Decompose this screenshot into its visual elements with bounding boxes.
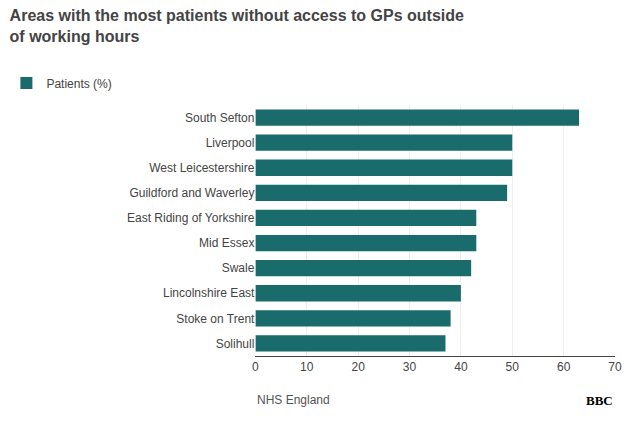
svg-text:BBC: BBC xyxy=(586,393,613,408)
svg-text:Patients (%): Patients (%) xyxy=(46,77,111,91)
svg-text:Swale: Swale xyxy=(222,261,255,275)
svg-text:Guildford and Waverley: Guildford and Waverley xyxy=(129,186,254,200)
svg-text:Stoke on Trent: Stoke on Trent xyxy=(176,312,255,326)
svg-text:South Sefton: South Sefton xyxy=(185,111,254,125)
svg-text:Areas with the most patients w: Areas with the most patients without acc… xyxy=(10,7,464,45)
svg-text:0: 0 xyxy=(252,360,259,374)
svg-text:NHS England: NHS England xyxy=(257,393,330,407)
svg-text:Mid Essex: Mid Essex xyxy=(199,236,254,250)
svg-text:Lincolnshire East: Lincolnshire East xyxy=(163,286,255,300)
svg-text:West Leicestershire: West Leicestershire xyxy=(149,161,254,175)
svg-text:40: 40 xyxy=(454,360,468,374)
svg-text:20: 20 xyxy=(351,360,365,374)
svg-text:50: 50 xyxy=(506,360,520,374)
svg-text:70: 70 xyxy=(608,360,622,374)
svg-text:10: 10 xyxy=(300,360,314,374)
svg-text:Liverpool: Liverpool xyxy=(206,136,255,150)
svg-text:60: 60 xyxy=(557,360,571,374)
svg-text:East Riding of Yorkshire: East Riding of Yorkshire xyxy=(127,211,255,225)
svg-text:30: 30 xyxy=(403,360,417,374)
svg-text:Solihull: Solihull xyxy=(216,337,255,351)
